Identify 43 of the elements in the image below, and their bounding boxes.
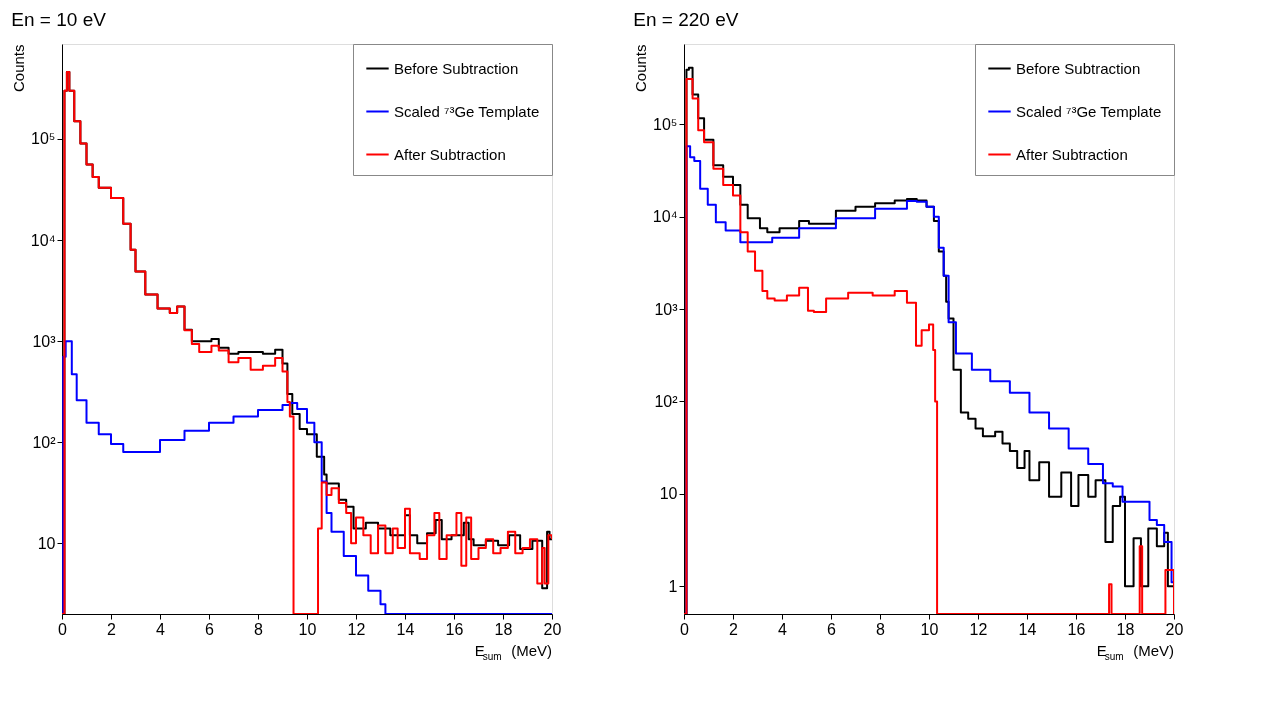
- x-tick-label: 8: [876, 620, 886, 638]
- x-tick-label: 20: [543, 620, 562, 638]
- legend-label: Before Subtraction: [1016, 59, 1141, 77]
- chart-title: En = 10 eV: [11, 8, 107, 30]
- x-tick-label: 4: [156, 620, 166, 638]
- y-tick-label: 10³: [654, 300, 679, 318]
- x-tick-label: 0: [680, 620, 690, 638]
- chart-title: En = 220 eV: [633, 8, 739, 30]
- x-tick-label: 18: [494, 620, 513, 638]
- x-tick-label: 16: [1067, 620, 1086, 638]
- y-tick-label: 10³: [32, 332, 57, 350]
- x-tick-label: 16: [445, 620, 464, 638]
- x-tick-label: 2: [107, 620, 117, 638]
- y-tick-label: 10²: [32, 433, 57, 451]
- x-tick-label: 4: [778, 620, 788, 638]
- y-tick-label: 10⁴: [30, 231, 56, 249]
- x-tick-label: 10: [920, 620, 939, 638]
- x-tick-label: 8: [254, 620, 264, 638]
- y-tick-label: 10²: [654, 392, 679, 410]
- legend-label: After Subtraction: [1016, 145, 1128, 163]
- legend-label: Scaled ⁷³Ge Template: [1016, 102, 1162, 120]
- y-tick-label: 10⁵: [31, 130, 56, 148]
- legend-label: After Subtraction: [394, 145, 506, 163]
- y-tick-label: 10: [659, 485, 678, 503]
- y-axis-title: Counts: [631, 44, 649, 93]
- x-tick-label: 12: [347, 620, 366, 638]
- x-tick-label: 10: [298, 620, 317, 638]
- x-tick-label: 2: [729, 620, 739, 638]
- y-tick-label: 10: [37, 534, 56, 552]
- x-tick-label: 18: [1116, 620, 1135, 638]
- y-tick-label: 1: [668, 577, 678, 595]
- x-tick-label: 20: [1165, 620, 1184, 638]
- x-tick-label: 6: [827, 620, 837, 638]
- y-tick-label: 10⁴: [652, 208, 678, 226]
- x-tick-label: 6: [205, 620, 215, 638]
- y-tick-label: 10⁵: [653, 115, 678, 133]
- legend-label: Scaled ⁷³Ge Template: [394, 102, 540, 120]
- x-tick-label: 12: [969, 620, 988, 638]
- x-tick-label: 0: [58, 620, 68, 638]
- x-tick-label: 14: [396, 620, 415, 638]
- x-tick-label: 14: [1018, 620, 1037, 638]
- y-axis-title: Counts: [9, 44, 27, 93]
- legend-label: Before Subtraction: [394, 59, 519, 77]
